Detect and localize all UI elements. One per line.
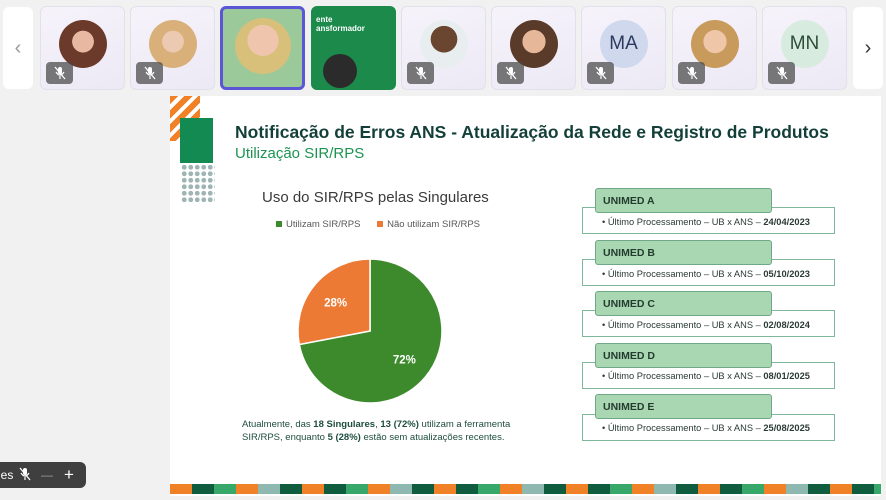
green-block-decoration	[180, 118, 213, 163]
participant-tile[interactable]: MN	[762, 6, 847, 90]
legend-item: Não utilizam SIR/RPS	[377, 219, 480, 230]
pie-data-label: 28%	[324, 298, 347, 310]
mic-off-icon	[136, 62, 163, 84]
unit-date: 25/08/2025	[763, 423, 810, 433]
legend-label: Não utilizam SIR/RPS	[387, 219, 480, 230]
unit-date: 02/08/2024	[763, 320, 810, 330]
pie-chart: 72% 28%	[297, 258, 443, 404]
dots-decoration	[181, 164, 215, 202]
note-bold: 5 (28%)	[327, 432, 361, 443]
participant-strip: ‹ ente ansformador MA	[0, 0, 886, 95]
mic-off-icon	[407, 62, 434, 84]
participant-tile[interactable]: MA	[581, 6, 666, 90]
avatar	[323, 54, 357, 88]
slide-title: Notificação de Erros ANS - Atualização d…	[235, 122, 829, 142]
participant-tile[interactable]	[40, 6, 125, 90]
next-page-button[interactable]: ›	[853, 7, 883, 89]
avatar	[509, 20, 558, 68]
avatar	[234, 18, 291, 74]
unit-line-text: • Último Processamento – UB x ANS –	[602, 371, 764, 381]
unit-date: 05/10/2023	[763, 269, 810, 279]
minus-icon[interactable]: —	[41, 468, 53, 482]
note-text: Atualmente, das	[242, 419, 314, 430]
unit-processing-line: • Último Processamento – UB x ANS – 24/0…	[602, 217, 810, 227]
avatar	[419, 20, 468, 68]
note-text: ,	[375, 419, 381, 430]
note-text: estão sem atualizações recentes.	[360, 432, 505, 443]
unit-name: UNIMED E	[595, 394, 772, 419]
unit-name: UNIMED A	[595, 188, 772, 213]
legend-item: Utilizam SIR/RPS	[276, 219, 360, 230]
unit-line-text: • Último Processamento – UB x ANS –	[602, 217, 764, 227]
note-text: utilizam a ferramenta SIR/RPS, enquanto	[242, 419, 511, 443]
summary-note: Atualmente, das 18 Singulares, 13 (72%) …	[242, 418, 532, 444]
chart-title: Uso do SIR/RPS pelas Singulares	[262, 189, 489, 206]
unit-name: UNIMED B	[595, 240, 772, 265]
participant-tile[interactable]	[401, 6, 486, 90]
prev-page-button[interactable]: ‹	[3, 7, 33, 89]
screen-share-tile[interactable]: ente ansformador	[311, 6, 396, 90]
mic-off-icon	[587, 62, 614, 84]
pie-data-label: 72%	[393, 354, 416, 366]
controls-label: es	[0, 468, 14, 482]
unit-processing-line: • Último Processamento – UB x ANS – 25/0…	[602, 423, 810, 433]
footer-stripe	[170, 484, 881, 494]
unit-line-text: • Último Processamento – UB x ANS –	[602, 423, 764, 433]
mic-off-icon	[46, 62, 73, 84]
avatar	[690, 20, 739, 68]
participant-tile[interactable]	[491, 6, 576, 90]
avatar-initials: MA	[599, 20, 648, 68]
chevron-left-icon: ‹	[14, 36, 22, 59]
unit-date: 24/04/2023	[763, 217, 810, 227]
mic-off-icon[interactable]	[14, 467, 36, 484]
legend-label: Utilizam SIR/RPS	[286, 219, 361, 230]
mic-off-icon	[768, 62, 795, 84]
chevron-right-icon: ›	[864, 36, 872, 59]
slide-subtitle: Utilização SIR/RPS	[235, 145, 365, 162]
unit-line-text: • Último Processamento – UB x ANS –	[602, 269, 764, 279]
unit-processing-line: • Último Processamento – UB x ANS – 08/0…	[602, 371, 810, 381]
zoom-controls: es — +	[0, 462, 86, 488]
unit-processing-line: • Último Processamento – UB x ANS – 02/0…	[602, 320, 810, 330]
note-bold: 13 (72%)	[380, 419, 419, 430]
avatar	[148, 20, 197, 68]
unit-name: UNIMED C	[595, 291, 772, 316]
avatar-initials: MN	[780, 20, 829, 68]
participant-tile[interactable]	[672, 6, 757, 90]
shared-slide: Notificação de Erros ANS - Atualização d…	[170, 96, 881, 496]
note-bold: 18 Singulares	[313, 419, 376, 430]
mic-off-icon	[678, 62, 705, 84]
unit-line-text: • Último Processamento – UB x ANS –	[602, 320, 764, 330]
chart-legend: Utilizam SIR/RPS Não utilizam SIR/RPS	[276, 219, 494, 230]
participant-tile[interactable]	[130, 6, 215, 90]
mic-off-icon	[497, 62, 524, 84]
unit-name: UNIMED D	[595, 343, 772, 368]
plus-icon[interactable]: +	[64, 465, 74, 484]
participant-tile-speaking[interactable]	[220, 6, 305, 90]
avatar	[58, 20, 107, 68]
share-caption: ente ansformador	[316, 15, 365, 33]
pie-slice	[297, 258, 371, 346]
unit-date: 08/01/2025	[763, 371, 810, 381]
unit-processing-line: • Último Processamento – UB x ANS – 05/1…	[602, 269, 810, 279]
